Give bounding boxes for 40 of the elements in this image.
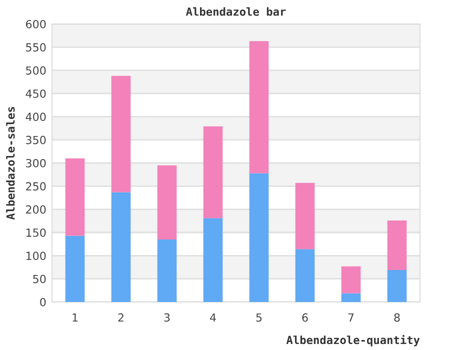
- y-tick-label: 150: [26, 228, 46, 237]
- y-tick-label: 200: [26, 205, 46, 214]
- y-tick-label: 350: [26, 136, 46, 144]
- bar: [387, 220, 407, 270]
- bar: [341, 266, 361, 294]
- bar: [203, 218, 223, 302]
- x-tick-label: 7: [348, 313, 354, 322]
- y-axis-title: Albendazole-sales: [6, 107, 15, 220]
- y-tick-label: 600: [26, 20, 46, 28]
- y-tick-label: 250: [26, 182, 46, 191]
- x-tick-label: 5: [256, 313, 262, 322]
- x-tick-label: 6: [302, 313, 308, 322]
- x-tick-label: 1: [72, 313, 78, 322]
- bar: [203, 126, 223, 218]
- y-tick-label: 50: [33, 274, 46, 284]
- bar: [249, 173, 269, 302]
- bar: [65, 158, 85, 236]
- y-tick-label: 100: [26, 252, 46, 260]
- bar: [65, 236, 85, 302]
- bar: [295, 182, 315, 250]
- bar: [295, 249, 315, 302]
- y-tick-label: 550: [26, 43, 46, 52]
- y-tick-label: 400: [26, 112, 46, 122]
- bar: [387, 270, 407, 302]
- y-tick-label: 450: [26, 89, 46, 98]
- y-tick-label: 0: [40, 298, 46, 306]
- x-tick-label: 8: [394, 313, 400, 322]
- y-tick-label: 500: [26, 66, 46, 75]
- x-tick-label: 4: [210, 313, 216, 322]
- bar: [157, 165, 177, 240]
- x-tick-label: 3: [164, 313, 170, 322]
- bar: [341, 293, 361, 302]
- bar: [157, 239, 177, 302]
- chart-title: Albendazole bar: [186, 7, 286, 16]
- x-tick-label: 2: [118, 313, 124, 322]
- y-tick-label: 300: [26, 158, 46, 168]
- bar: [111, 76, 131, 192]
- bar: [111, 192, 131, 302]
- x-axis-title: Albendazole-quantity: [286, 334, 420, 346]
- bar: [249, 41, 269, 174]
